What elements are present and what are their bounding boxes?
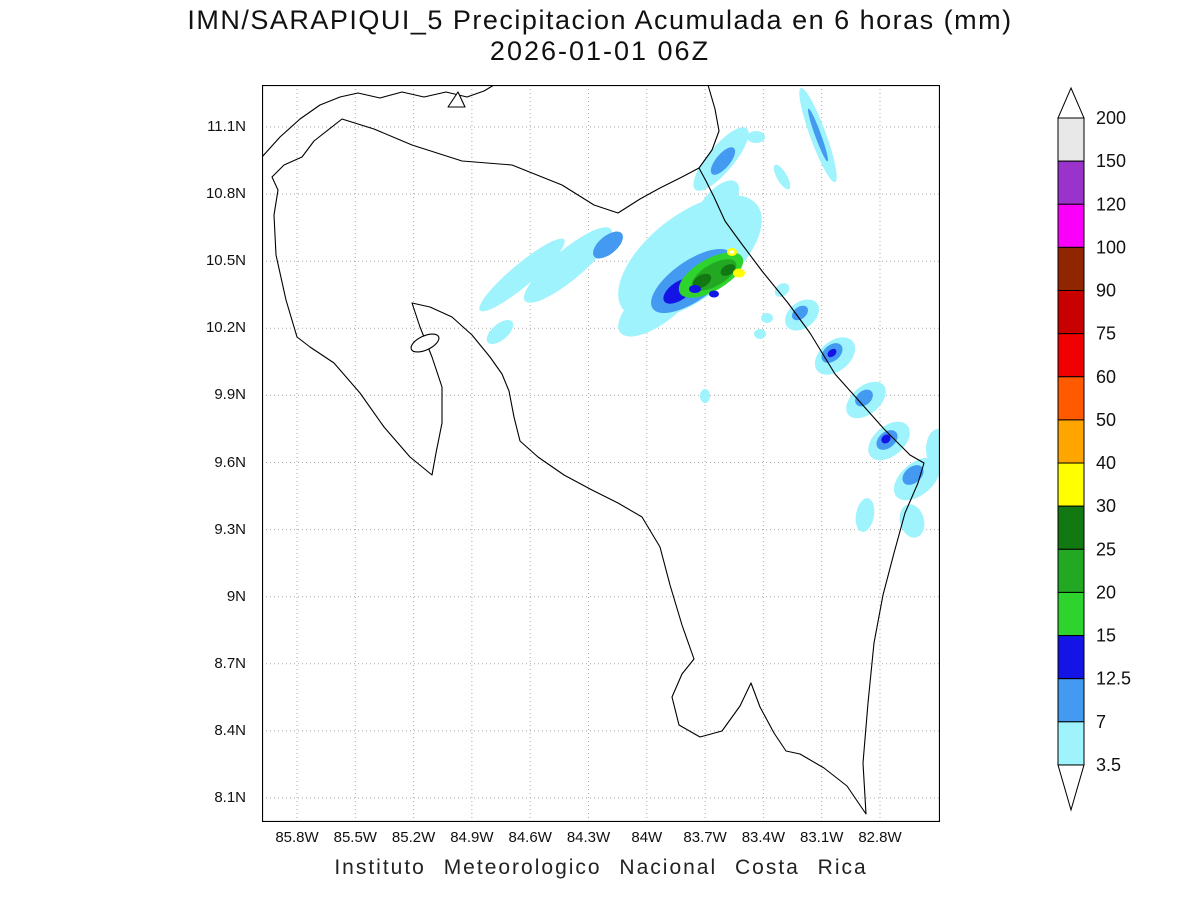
colorbar-label: 60 xyxy=(1096,367,1116,387)
colorbar-label: 120 xyxy=(1096,194,1126,214)
isla-chira-outline xyxy=(408,330,441,355)
footer-caption: Instituto Meteorologico Nacional Costa R… xyxy=(202,856,1000,880)
colorbar: 200 150 120 100 90 75 60 50 40 30 25 20 15 12.5 7 3.5 xyxy=(1050,84,1180,824)
x-tick-label: 85.2W xyxy=(379,829,449,846)
colorbar-label: 200 xyxy=(1096,108,1126,128)
x-tick-label: 82.8W xyxy=(845,829,915,846)
costa-rica-coastline xyxy=(272,119,924,814)
y-tick-label: 8.1N xyxy=(178,789,246,806)
colorbar-label: 7 xyxy=(1096,712,1106,732)
colorbar-segment xyxy=(1058,679,1084,722)
colorbar-segment xyxy=(1058,722,1084,765)
colorbar-arrow-bottom xyxy=(1058,765,1084,810)
colorbar-label: 25 xyxy=(1096,539,1116,559)
x-tick-label: 84.6W xyxy=(495,829,565,846)
y-tick-label: 10.8N xyxy=(178,185,246,202)
colorbar-label: 50 xyxy=(1096,410,1116,430)
x-tick-label: 85.5W xyxy=(320,829,390,846)
x-tick-label: 83.7W xyxy=(670,829,740,846)
colorbar-arrow-top xyxy=(1058,88,1084,118)
colorbar-segment xyxy=(1058,463,1084,506)
colorbar-label: 40 xyxy=(1096,453,1116,473)
y-axis-labels: 11.1N 10.8N 10.5N 10.2N 9.9N 9.6N 9.3N 9N 8.7N 8.… xyxy=(178,0,254,900)
colorbar-segment xyxy=(1058,247,1084,290)
colorbar-label: 30 xyxy=(1096,496,1116,516)
colorbar-label: 75 xyxy=(1096,324,1116,344)
plot-frame xyxy=(263,86,940,822)
colorbar-segment xyxy=(1058,161,1084,204)
coastlines xyxy=(262,85,924,814)
colorbar-label: 3.5 xyxy=(1096,755,1121,775)
colorbar-segment xyxy=(1058,377,1084,420)
colorbar-label: 20 xyxy=(1096,582,1116,602)
x-tick-label: 83.4W xyxy=(728,829,798,846)
x-tick-label: 83.1W xyxy=(787,829,857,846)
map-plot xyxy=(262,85,940,822)
colorbar-segment xyxy=(1058,506,1084,549)
precipitation-shading xyxy=(473,85,940,540)
y-tick-label: 9.3N xyxy=(178,521,246,538)
y-tick-label: 10.2N xyxy=(178,319,246,336)
colorbar-label: 15 xyxy=(1096,626,1116,646)
colorbar-label: 90 xyxy=(1096,281,1116,301)
y-tick-label: 9.6N xyxy=(178,454,246,471)
y-tick-label: 9.9N xyxy=(178,386,246,403)
y-tick-label: 11.1N xyxy=(178,118,246,135)
lake-island xyxy=(448,92,465,107)
colorbar-segment xyxy=(1058,118,1084,161)
colorbar-segment xyxy=(1058,204,1084,247)
colorbar-segment xyxy=(1058,592,1084,635)
colorbar-segment xyxy=(1058,420,1084,463)
y-tick-label: 9N xyxy=(178,588,246,605)
colorbar-segment xyxy=(1058,549,1084,592)
colorbar-segment xyxy=(1058,291,1084,334)
x-tick-label: 84.9W xyxy=(437,829,507,846)
grid-lines xyxy=(262,85,940,822)
colorbar-label: 100 xyxy=(1096,237,1126,257)
x-tick-label: 84W xyxy=(612,829,682,846)
y-tick-label: 8.4N xyxy=(178,722,246,739)
colorbar-segment xyxy=(1058,334,1084,377)
colorbar-segment xyxy=(1058,636,1084,679)
x-tick-label: 85.8W xyxy=(262,829,332,846)
colorbar-label: 150 xyxy=(1096,151,1126,171)
weather-map-page: IMN/SARAPIQUI_5 Precipitacion Acumulada … xyxy=(0,0,1200,900)
y-tick-label: 8.7N xyxy=(178,655,246,672)
colorbar-label: 12.5 xyxy=(1096,669,1131,689)
x-tick-label: 84.3W xyxy=(554,829,624,846)
y-tick-label: 10.5N xyxy=(178,252,246,269)
